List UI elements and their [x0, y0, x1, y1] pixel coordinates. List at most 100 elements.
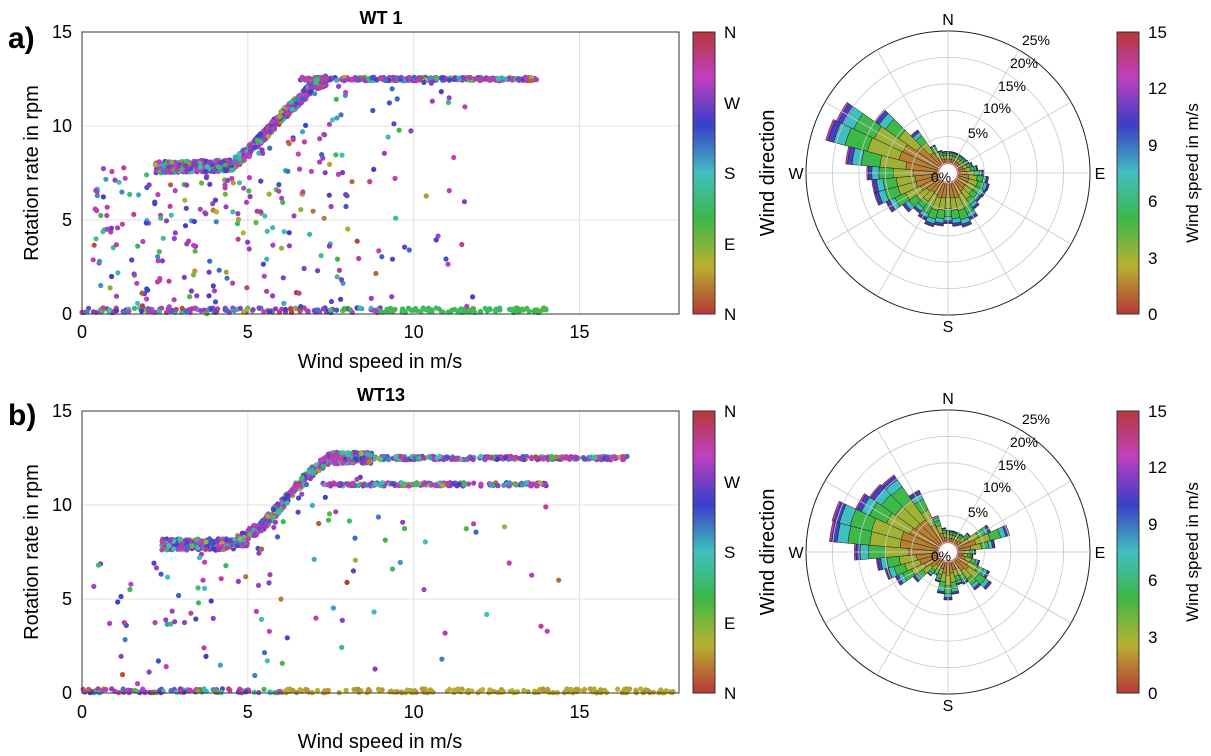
data-point	[429, 98, 435, 104]
data-point	[495, 76, 501, 82]
data-point	[338, 112, 344, 118]
data-point	[502, 76, 509, 82]
data-point	[533, 454, 539, 460]
data-point	[451, 154, 457, 161]
data-point	[360, 76, 366, 82]
data-point	[245, 239, 251, 245]
data-point	[203, 211, 209, 217]
rose-grid	[805, 409, 1091, 695]
data-point	[265, 124, 271, 130]
data-point	[261, 686, 267, 693]
data-point	[478, 481, 484, 487]
data-point	[445, 261, 451, 267]
data-point	[411, 74, 417, 80]
compass-s: S	[943, 698, 954, 715]
data-point	[343, 89, 349, 95]
data-point	[201, 585, 208, 592]
data-point	[187, 294, 193, 300]
data-point	[135, 300, 141, 306]
data-point	[158, 571, 164, 577]
ring-label: 20%	[1010, 55, 1038, 71]
data-point	[305, 77, 311, 83]
data-point	[325, 482, 331, 488]
data-point	[406, 483, 412, 489]
data-point	[251, 532, 257, 538]
data-point	[414, 481, 420, 487]
data-point	[563, 688, 569, 694]
data-point	[191, 242, 197, 248]
data-point	[278, 596, 284, 602]
data-point	[298, 100, 304, 106]
data-point	[279, 195, 285, 201]
data-point	[441, 457, 447, 463]
data-point	[597, 687, 604, 693]
data-point	[266, 580, 272, 586]
data-point	[250, 307, 256, 313]
data-point	[203, 653, 209, 660]
data-point	[567, 456, 573, 462]
data-point	[621, 456, 627, 462]
data-point	[210, 615, 216, 622]
data-point	[407, 306, 413, 312]
data-point	[323, 75, 329, 81]
data-point	[285, 103, 291, 109]
data-point	[206, 536, 213, 542]
data-point	[247, 525, 253, 531]
data-point	[451, 76, 458, 82]
data-point	[100, 305, 106, 311]
data-point	[322, 170, 328, 176]
data-point	[319, 152, 325, 158]
data-point	[346, 482, 352, 488]
data-point	[429, 482, 435, 488]
data-point	[339, 170, 346, 176]
rose-spoke	[876, 428, 944, 544]
rose-wedge	[942, 150, 947, 153]
data-point	[131, 271, 137, 277]
data-point	[284, 110, 290, 116]
data-point	[167, 203, 173, 209]
data-point	[234, 221, 241, 227]
data-point	[510, 308, 516, 314]
data-point	[523, 75, 529, 81]
data-point	[163, 218, 170, 224]
data-point	[120, 686, 126, 692]
panel-b: b) WT13 0 5 10 15 0 5 10 15 Wind speed i…	[8, 385, 1202, 753]
ring-label: 10%	[983, 479, 1011, 495]
data-point	[412, 305, 419, 312]
data-point	[258, 138, 264, 145]
data-point	[93, 236, 99, 242]
data-point	[521, 687, 527, 694]
data-point	[246, 175, 252, 181]
data-point	[139, 308, 145, 314]
data-point	[274, 534, 281, 540]
data-point	[197, 540, 203, 546]
data-point	[592, 455, 598, 461]
colorbar-tick: 15	[1148, 23, 1167, 42]
data-point	[146, 669, 152, 675]
colorbar-gradient	[1116, 31, 1140, 315]
rose-wedge	[869, 483, 882, 499]
data-point	[398, 453, 404, 459]
data-point	[394, 96, 400, 102]
colorbar-label: Wind speed in m/s	[1183, 482, 1202, 622]
data-point	[272, 519, 278, 525]
data-point	[285, 493, 291, 499]
data-point	[338, 277, 345, 283]
data-point	[215, 164, 221, 170]
data-point	[113, 308, 120, 314]
data-point	[271, 506, 277, 513]
data-point	[497, 307, 503, 313]
data-point	[195, 600, 202, 606]
x-axis-label: Wind speed in m/s	[298, 731, 463, 753]
data-point	[538, 623, 544, 629]
data-point	[423, 193, 429, 199]
data-point	[329, 453, 335, 459]
data-point	[506, 560, 512, 566]
data-point	[416, 455, 422, 461]
compass-n: N	[942, 12, 954, 29]
data-point	[446, 188, 452, 194]
data-point	[310, 208, 316, 214]
x-axis-label: Wind speed in m/s	[298, 351, 463, 373]
data-point	[168, 212, 174, 218]
data-point	[276, 182, 282, 188]
